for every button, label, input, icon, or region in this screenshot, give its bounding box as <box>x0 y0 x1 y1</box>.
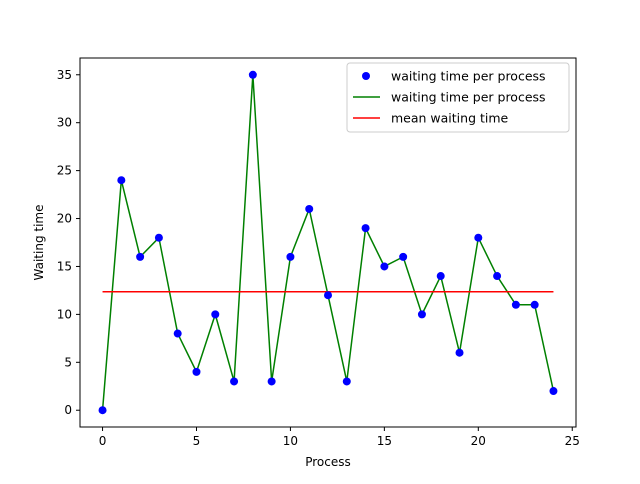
y-tick-label: 10 <box>57 307 72 321</box>
y-tick-label: 30 <box>57 116 72 130</box>
data-point <box>324 291 332 300</box>
y-tick-label: 15 <box>57 259 72 273</box>
legend: waiting time per process waiting time per… <box>346 62 570 133</box>
x-tick-label: 20 <box>471 434 486 448</box>
data-point <box>436 272 445 281</box>
legend-box <box>346 62 570 133</box>
y-tick-label: 0 <box>64 403 72 417</box>
data-point <box>530 300 539 309</box>
data-point <box>211 310 220 319</box>
data-point <box>342 377 351 386</box>
plot-area <box>98 70 558 415</box>
data-point <box>399 252 408 261</box>
legend-item: waiting time per process <box>353 90 546 105</box>
data-point <box>286 252 295 261</box>
data-point <box>417 310 426 319</box>
data-point <box>173 329 182 338</box>
data-point <box>305 204 314 213</box>
data-point <box>267 377 276 386</box>
data-point <box>474 233 483 242</box>
axes: 0 5 10 15 20 25 0 5 10 15 20 25 30 35 <box>57 57 580 448</box>
legend-label: waiting time per process <box>391 90 546 105</box>
data-point <box>549 387 558 396</box>
legend-marker <box>362 72 370 80</box>
data-point <box>117 176 126 185</box>
data-point <box>493 272 502 281</box>
data-point <box>455 348 464 357</box>
x-tick-label: 0 <box>99 434 107 448</box>
x-axis-label: Process <box>305 455 351 469</box>
data-point <box>380 262 389 271</box>
data-point <box>248 70 257 79</box>
x-tick-label: 25 <box>565 434 580 448</box>
legend-label: mean waiting time <box>391 111 509 126</box>
y-tick-label: 35 <box>57 68 72 82</box>
legend-item: mean waiting time <box>353 111 509 126</box>
y-axis-label: Waiting time <box>32 205 46 281</box>
data-point <box>230 377 239 386</box>
y-tick-label: 5 <box>64 355 72 369</box>
data-point <box>192 367 201 376</box>
data-point <box>98 406 107 415</box>
data-point <box>154 233 163 242</box>
data-point <box>511 300 520 309</box>
data-point <box>136 252 145 261</box>
x-tick-label: 15 <box>377 434 392 448</box>
y-tick-label: 20 <box>57 212 72 226</box>
legend-label: waiting time per process <box>391 69 546 84</box>
x-tick-label: 10 <box>283 434 298 448</box>
legend-item: waiting time per process <box>362 69 546 84</box>
axes-frame <box>79 57 577 428</box>
x-tick-label: 5 <box>193 434 201 448</box>
data-point <box>361 224 370 233</box>
y-tick-label: 25 <box>57 164 72 178</box>
